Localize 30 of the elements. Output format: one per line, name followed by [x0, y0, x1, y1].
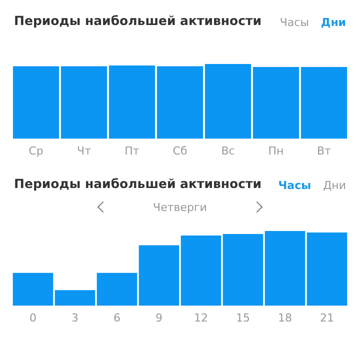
x-tick-label: 15 [236, 311, 250, 324]
x-tick-label: 21 [320, 311, 334, 324]
x-tick-label: 18 [278, 311, 292, 324]
bar [54, 290, 96, 306]
bar [306, 232, 348, 306]
x-tick-label: Вс [221, 144, 235, 158]
bar [264, 231, 306, 306]
x-tick-label: Чт [77, 144, 92, 158]
x-tick-label: Сб [172, 144, 188, 158]
x-tick-label: 6 [114, 311, 120, 324]
text: Дни [320, 16, 346, 28]
bar [12, 272, 54, 306]
x-tick-label: Ср [28, 144, 44, 158]
text: Четверги [153, 200, 207, 214]
chart-title: Периоды наибольшей активности [14, 176, 262, 190]
x-tick-label: 12 [194, 311, 208, 324]
x-tick-label: Вт [317, 144, 332, 158]
x-tick-label: Пн [268, 144, 284, 158]
x-tick-label: 3 [72, 311, 78, 324]
text: Часы [278, 178, 312, 192]
bar [96, 272, 138, 306]
x-tick-label: Пт [124, 144, 140, 158]
bar [138, 245, 180, 306]
x-tick-label: 9 [156, 311, 162, 324]
bar [222, 234, 264, 306]
text: Дни [323, 178, 346, 192]
bar [180, 235, 222, 306]
x-tick-label: 0 [30, 311, 36, 324]
chart-title: Периоды наибольшей активности [14, 12, 262, 28]
text: Часы [280, 16, 309, 28]
